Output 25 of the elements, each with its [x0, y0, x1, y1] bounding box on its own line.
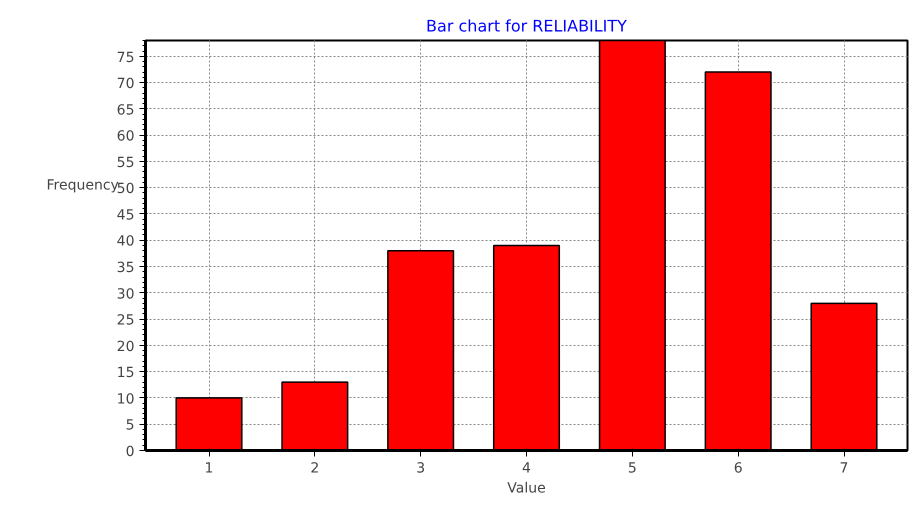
y-tick-label: 10 — [116, 391, 135, 408]
x-tick-label: 6 — [734, 460, 743, 476]
x-tick-label: 5 — [628, 460, 637, 476]
y-tick-label: 5 — [126, 418, 135, 434]
y-tick-label: 45 — [116, 207, 135, 224]
x-tick-label: 2 — [310, 460, 320, 476]
y-tick-label: 15 — [116, 365, 135, 382]
y-tick-label: 75 — [116, 50, 135, 66]
y-tick-label: 35 — [116, 260, 135, 276]
chart-title: Bar chart for RELIABILITY — [426, 16, 628, 36]
y-tick-label: 30 — [116, 286, 135, 302]
x-axis-title: Value — [507, 480, 546, 496]
y-tick-label: 0 — [126, 444, 135, 460]
y-tick-label: 60 — [116, 128, 135, 145]
y-tick-label: 70 — [116, 76, 135, 92]
x-tick-label: 7 — [840, 460, 848, 476]
y-axis-title: Frequency — [46, 178, 119, 194]
y-tick-label: 40 — [116, 234, 135, 250]
x-tick-label: 4 — [522, 460, 532, 476]
y-tick-label: 20 — [116, 338, 135, 355]
y-tick-label: 25 — [116, 312, 135, 329]
x-tick-label: 1 — [204, 460, 214, 476]
y-tick-label: 65 — [116, 102, 135, 118]
y-tick-label: 55 — [116, 154, 135, 171]
x-tick-label: 3 — [416, 460, 426, 476]
